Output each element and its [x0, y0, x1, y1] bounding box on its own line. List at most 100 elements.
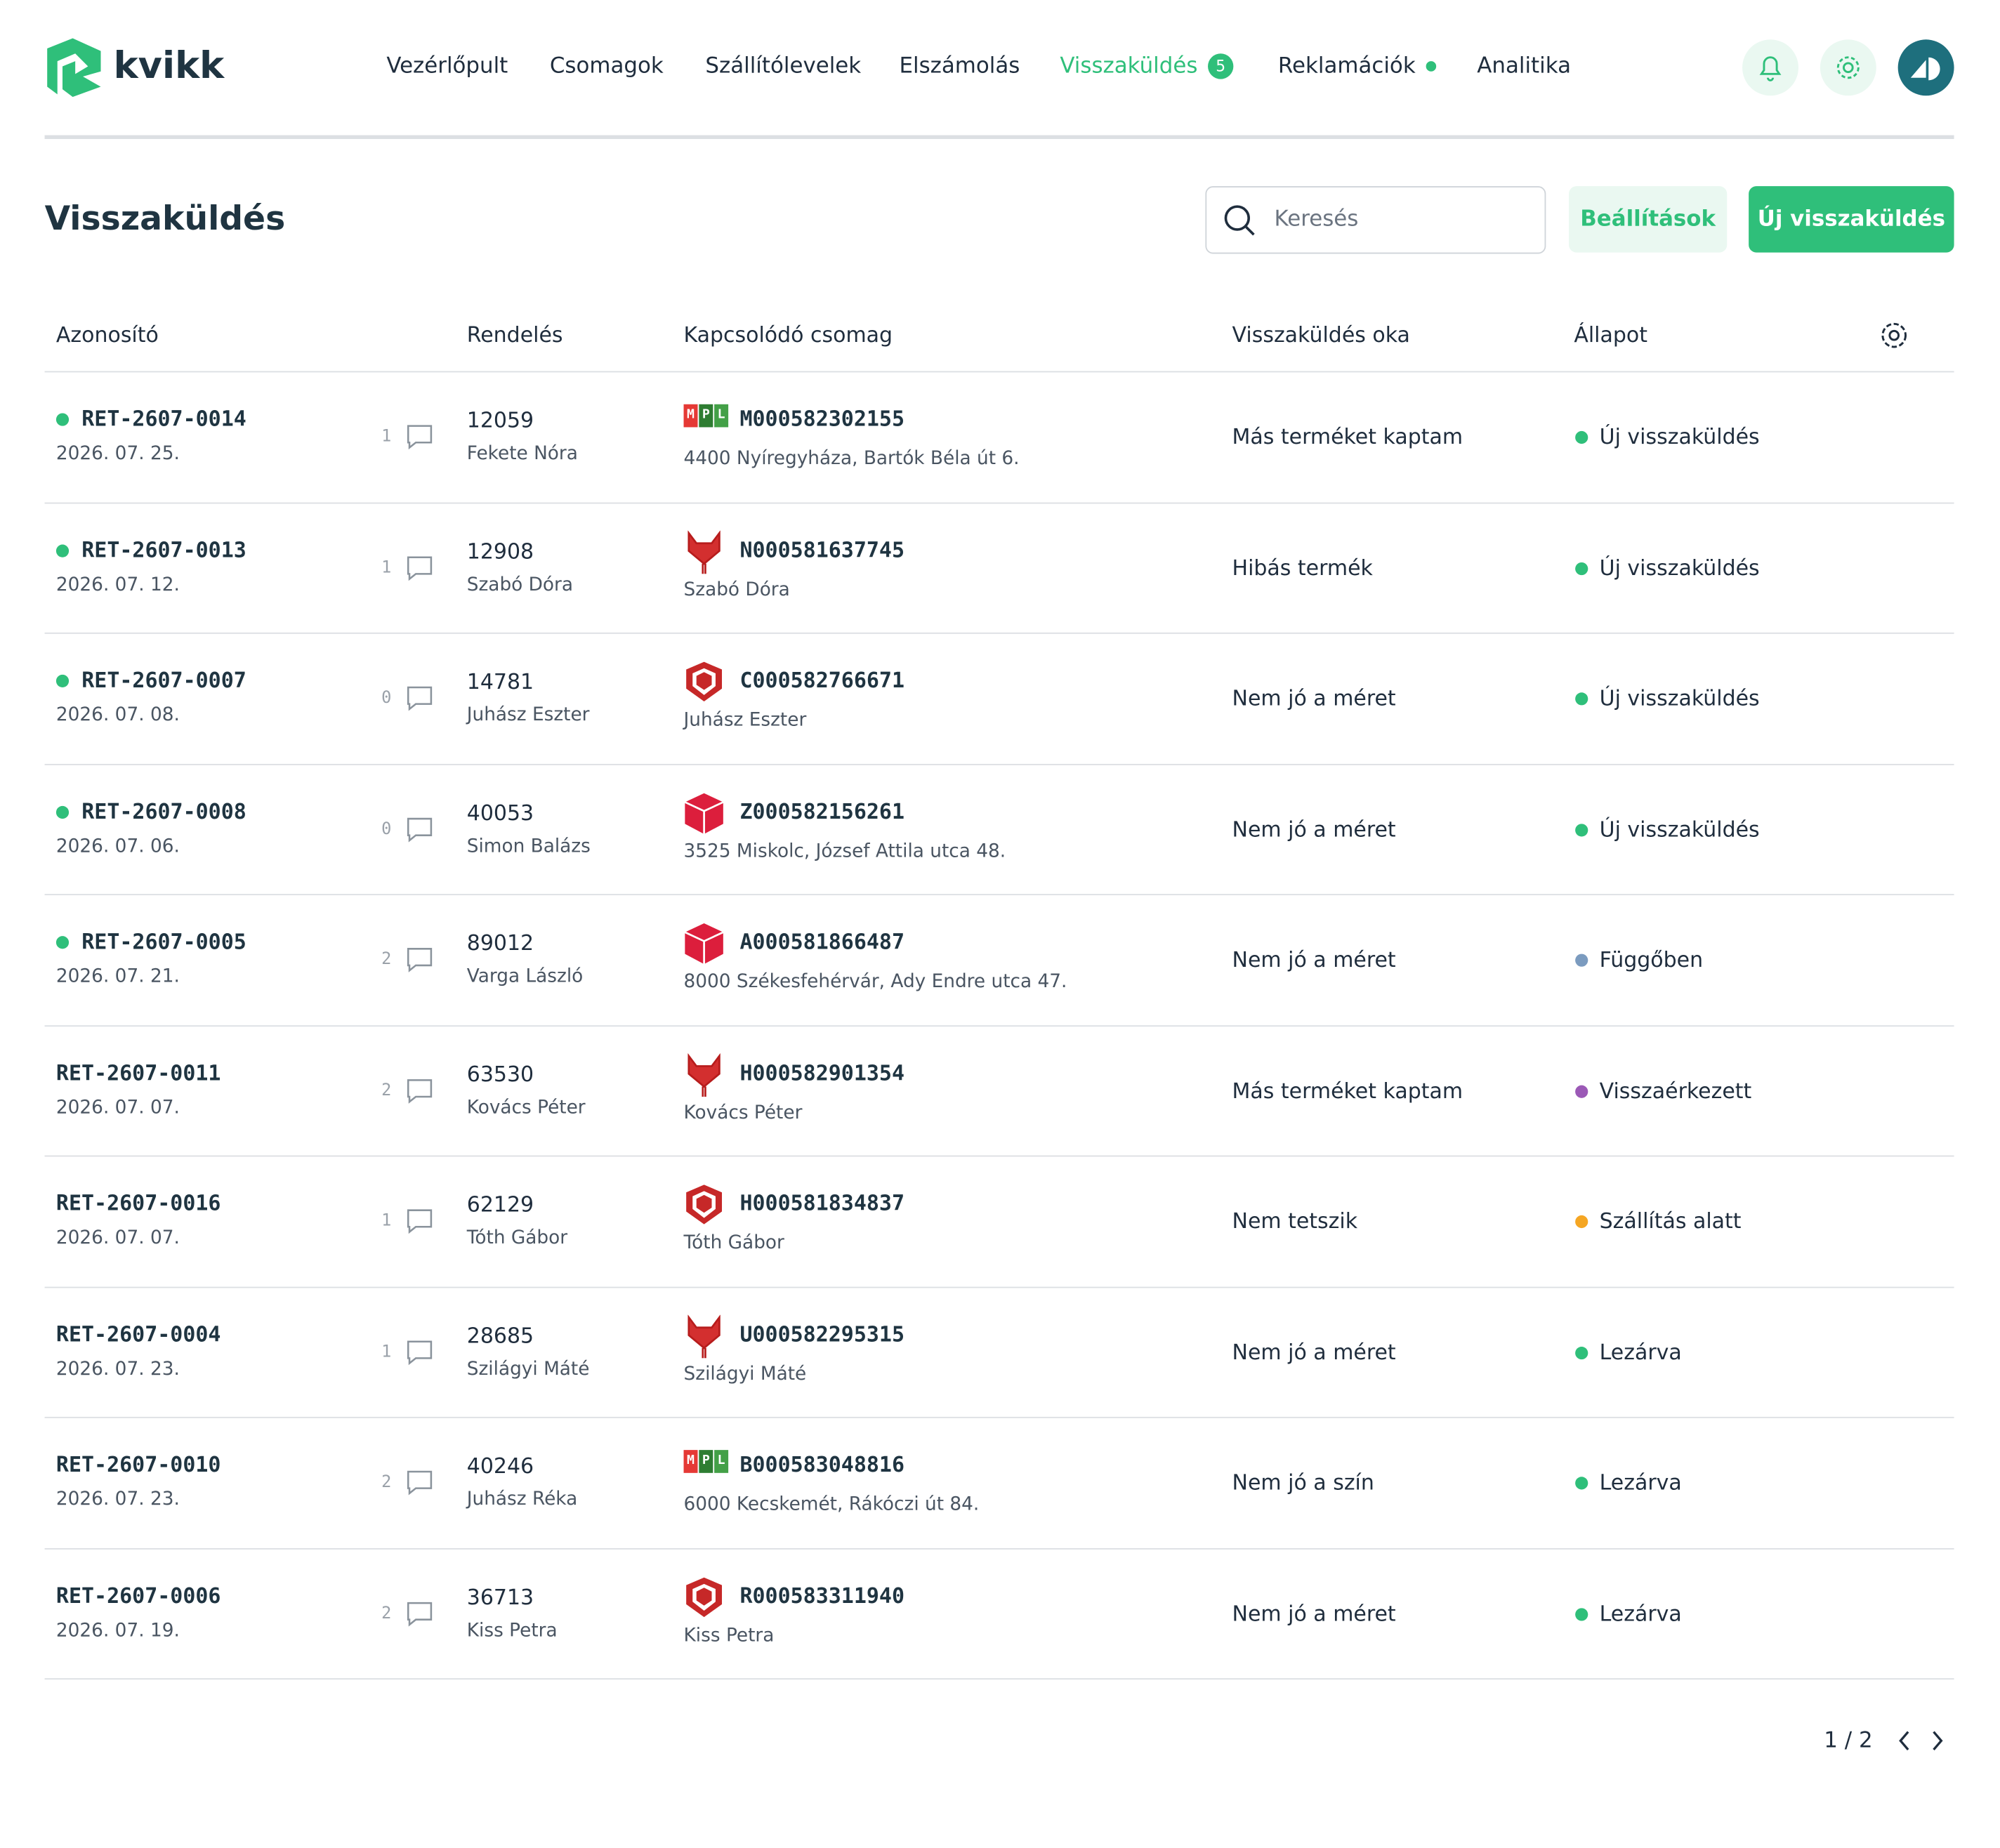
- comment-icon: [404, 1600, 435, 1633]
- comment-icon: [404, 816, 435, 849]
- settings[interactable]: [1820, 39, 1876, 96]
- column-header: Kapcsolódó csomag: [683, 322, 893, 348]
- row-line: [44, 1024, 1954, 1027]
- notifications[interactable]: [1742, 39, 1798, 96]
- address: Juhász Eszter: [683, 710, 807, 731]
- nav-badge: 5: [1207, 53, 1234, 79]
- row-line: [44, 1286, 1954, 1288]
- nav-item[interactable]: Vezérlőpult: [386, 53, 508, 79]
- column-header: Rendelés: [466, 322, 563, 348]
- tracking-number: R000583311940: [739, 1583, 905, 1608]
- customer: Fekete Nóra: [466, 444, 578, 465]
- tracking-number: M000582302155: [739, 407, 905, 431]
- carrier-logo: [684, 922, 725, 970]
- status-dot: [1575, 1607, 1588, 1621]
- carrier-logo: [684, 1184, 725, 1232]
- customer: Szabó Dóra: [466, 574, 574, 595]
- carrier-logo: [684, 1052, 725, 1101]
- return-id: RET-2607-0013: [81, 537, 246, 562]
- reason: Nem jó a szín: [1232, 1470, 1374, 1495]
- return-id: RET-2607-0007: [81, 668, 246, 693]
- nav-label: Reklamációk: [1277, 53, 1416, 79]
- return-date: 2026. 07. 07.: [55, 1097, 180, 1118]
- row-line: [44, 1416, 1954, 1418]
- pagination-arrows[interactable]: [1893, 1727, 1949, 1755]
- nav-label: Visszaküldés: [1060, 53, 1198, 79]
- order-number: 40246: [466, 1453, 534, 1479]
- comment-count: 2: [381, 950, 392, 970]
- logo-text: kvikk: [113, 43, 225, 87]
- carrier-logo: [684, 1576, 725, 1624]
- comment-count: 0: [381, 688, 392, 708]
- address: Kiss Petra: [683, 1625, 775, 1646]
- return-date: 2026. 07. 25.: [55, 444, 180, 465]
- comment-icon: [404, 423, 435, 456]
- comment-count: 1: [381, 557, 392, 577]
- customer: Szilágyi Máté: [466, 1359, 590, 1380]
- comment-count: 2: [381, 1472, 392, 1493]
- return-date: 2026. 07. 21.: [55, 966, 180, 987]
- logo-letter: P: [699, 404, 713, 428]
- nav-item[interactable]: Analitika: [1477, 53, 1571, 79]
- logo-mark: [47, 38, 101, 98]
- pagination: 1 / 2: [1824, 1728, 1873, 1754]
- address: 4400 Nyíregyháza, Bartók Béla út 6.: [683, 449, 1020, 470]
- reason: Nem jó a méret: [1232, 817, 1396, 841]
- status: Lezárva: [1599, 1340, 1682, 1364]
- row-line: [44, 632, 1954, 634]
- avatar[interactable]: [1897, 39, 1954, 96]
- return-id: RET-2607-0014: [81, 407, 246, 431]
- tracking-number: Z000582156261: [739, 798, 905, 824]
- comment-icon: [404, 1208, 435, 1241]
- logo-letter: P: [699, 1450, 713, 1473]
- unread-dot: [55, 805, 70, 819]
- address: Kovács Péter: [683, 1102, 803, 1123]
- new-button[interactable]: Új visszaküldés: [1749, 186, 1954, 253]
- nav-item[interactable]: Szállítólevelek: [705, 53, 861, 79]
- comment-count: 1: [381, 1342, 392, 1361]
- status-dot: [1575, 823, 1588, 836]
- order-number: 14781: [466, 669, 534, 694]
- return-date: 2026. 07. 12.: [55, 574, 180, 595]
- customer: Tóth Gábor: [466, 1228, 568, 1249]
- return-id: RET-2607-0008: [81, 798, 246, 824]
- status: Új visszaküldés: [1599, 424, 1760, 449]
- tracking-number: U000582295315: [739, 1321, 905, 1347]
- reason: Nem jó a méret: [1232, 947, 1396, 972]
- return-date: 2026. 07. 23.: [55, 1359, 180, 1380]
- status: Függőben: [1599, 947, 1704, 972]
- column-settings[interactable]: [1878, 319, 1911, 352]
- logo-letter: L: [714, 404, 729, 428]
- unread-dot: [55, 543, 70, 557]
- nav-label: Vezérlőpult: [386, 53, 508, 79]
- return-date: 2026. 07. 19.: [55, 1620, 180, 1641]
- return-id: RET-2607-0005: [81, 930, 246, 954]
- tracking-number: H000581834837: [739, 1191, 905, 1215]
- nav-item[interactable]: Csomagok: [550, 53, 664, 79]
- settings-button[interactable]: Beállítások: [1569, 186, 1728, 253]
- address: 8000 Székesfehérvár, Ady Endre utca 47.: [683, 972, 1067, 993]
- status-dot: [1575, 692, 1588, 706]
- carrier-logo: [684, 1314, 725, 1363]
- comment-count: 0: [381, 819, 392, 839]
- return-date: 2026. 07. 08.: [55, 705, 180, 726]
- nav-item[interactable]: Reklamációk: [1278, 53, 1436, 79]
- address: Tóth Gábor: [683, 1233, 784, 1254]
- row-line: [44, 763, 1954, 765]
- search-placeholder: Keresés: [1274, 206, 1359, 232]
- unread-dot: [55, 674, 70, 687]
- logo-letter: M: [683, 1450, 698, 1473]
- order-number: 12908: [466, 539, 534, 563]
- search[interactable]: Keresés: [1205, 186, 1546, 254]
- customer: Juhász Eszter: [466, 705, 590, 726]
- nav-item[interactable]: Elszámolás: [899, 53, 1020, 79]
- row-line: [44, 1678, 1954, 1680]
- carrier-logo: [684, 529, 725, 579]
- order-number: 36713: [466, 1584, 534, 1609]
- nav-item[interactable]: Visszaküldés 5: [1060, 53, 1234, 79]
- order-number: 89012: [466, 930, 534, 956]
- logo-letter: M: [683, 404, 698, 428]
- status-dot: [1575, 1477, 1588, 1490]
- status-dot: [1575, 430, 1588, 444]
- reason: Más terméket kaptam: [1232, 1078, 1463, 1103]
